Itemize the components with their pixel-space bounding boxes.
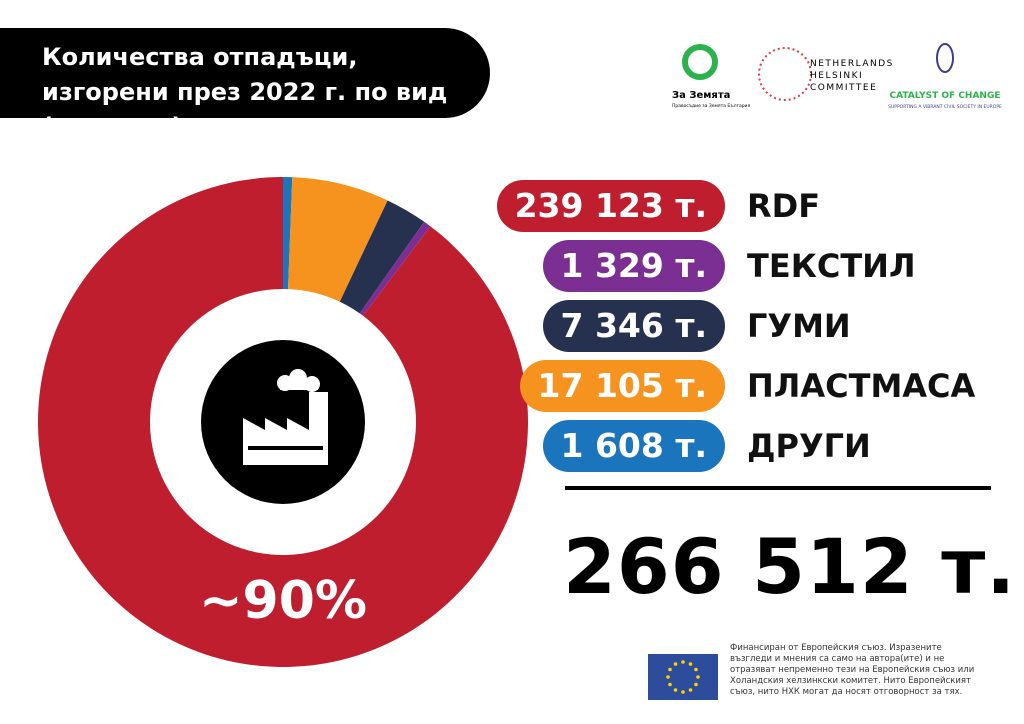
disclaimer: Финансиран от Европейския съюз. Изразени… (730, 643, 975, 697)
star (673, 662, 678, 666)
slice (288, 177, 388, 302)
legend-label: ПЛАСТМАСА (747, 367, 976, 405)
logos: За Земята Правосъдие за Земята България … (672, 43, 1002, 110)
star (673, 688, 678, 692)
legend-label: ДРУГИ (747, 427, 871, 465)
value-pill: 1 608 т. (542, 420, 725, 472)
za-zemyata-name: За Земята (672, 90, 730, 101)
value-pill: 239 123 т. (496, 180, 725, 232)
factory-icon (243, 369, 328, 465)
nhc-text: NETHERLANDS (810, 59, 894, 69)
slice (283, 177, 293, 290)
value-pill: 17 105 т. (519, 360, 725, 412)
nhc-text: HELSINKI (810, 71, 863, 81)
star (688, 688, 693, 692)
star (681, 690, 685, 694)
eu-flag (648, 654, 718, 700)
star (681, 660, 685, 664)
nhc-text: COMMITTEE (810, 83, 877, 93)
center-circle (201, 340, 365, 504)
divider (565, 486, 991, 490)
legend: 239 123 т. RDF 1 329 т. ТЕКСТИЛ 7 346 т. ГУМИ… (496, 180, 976, 472)
catalyst-logo (936, 43, 954, 73)
value-pill: 1 329 т. (542, 240, 725, 292)
star (696, 675, 700, 679)
annotation: ~90% (199, 571, 367, 631)
value-pill: 7 346 т. (542, 300, 725, 352)
title: Количества отпадъци, изгорени през 2022 … (0, 28, 490, 141)
za-zemyata-logo (682, 44, 718, 80)
catalyst-sub: SUPPORTING A VIBRANT CIVIL SOCIETY IN EU… (888, 104, 1002, 110)
slice (339, 200, 425, 314)
star (694, 682, 698, 687)
star (668, 667, 672, 672)
star (666, 675, 670, 679)
slices (37, 177, 529, 667)
total: 266 512 т. (563, 522, 1017, 611)
star (694, 667, 698, 672)
slice (359, 221, 431, 316)
za-zemyata-sub: Правосъдие за Земята България (672, 103, 750, 109)
slice (37, 177, 529, 667)
nhc-logo (758, 47, 812, 101)
star (688, 662, 693, 666)
star (668, 682, 672, 687)
legend-label: RDF (747, 187, 821, 225)
legend-label: ТЕКСТИЛ (747, 247, 916, 285)
catalyst-name: CATALYST OF CHANGE (890, 91, 1001, 101)
legend-label: ГУМИ (747, 307, 851, 345)
